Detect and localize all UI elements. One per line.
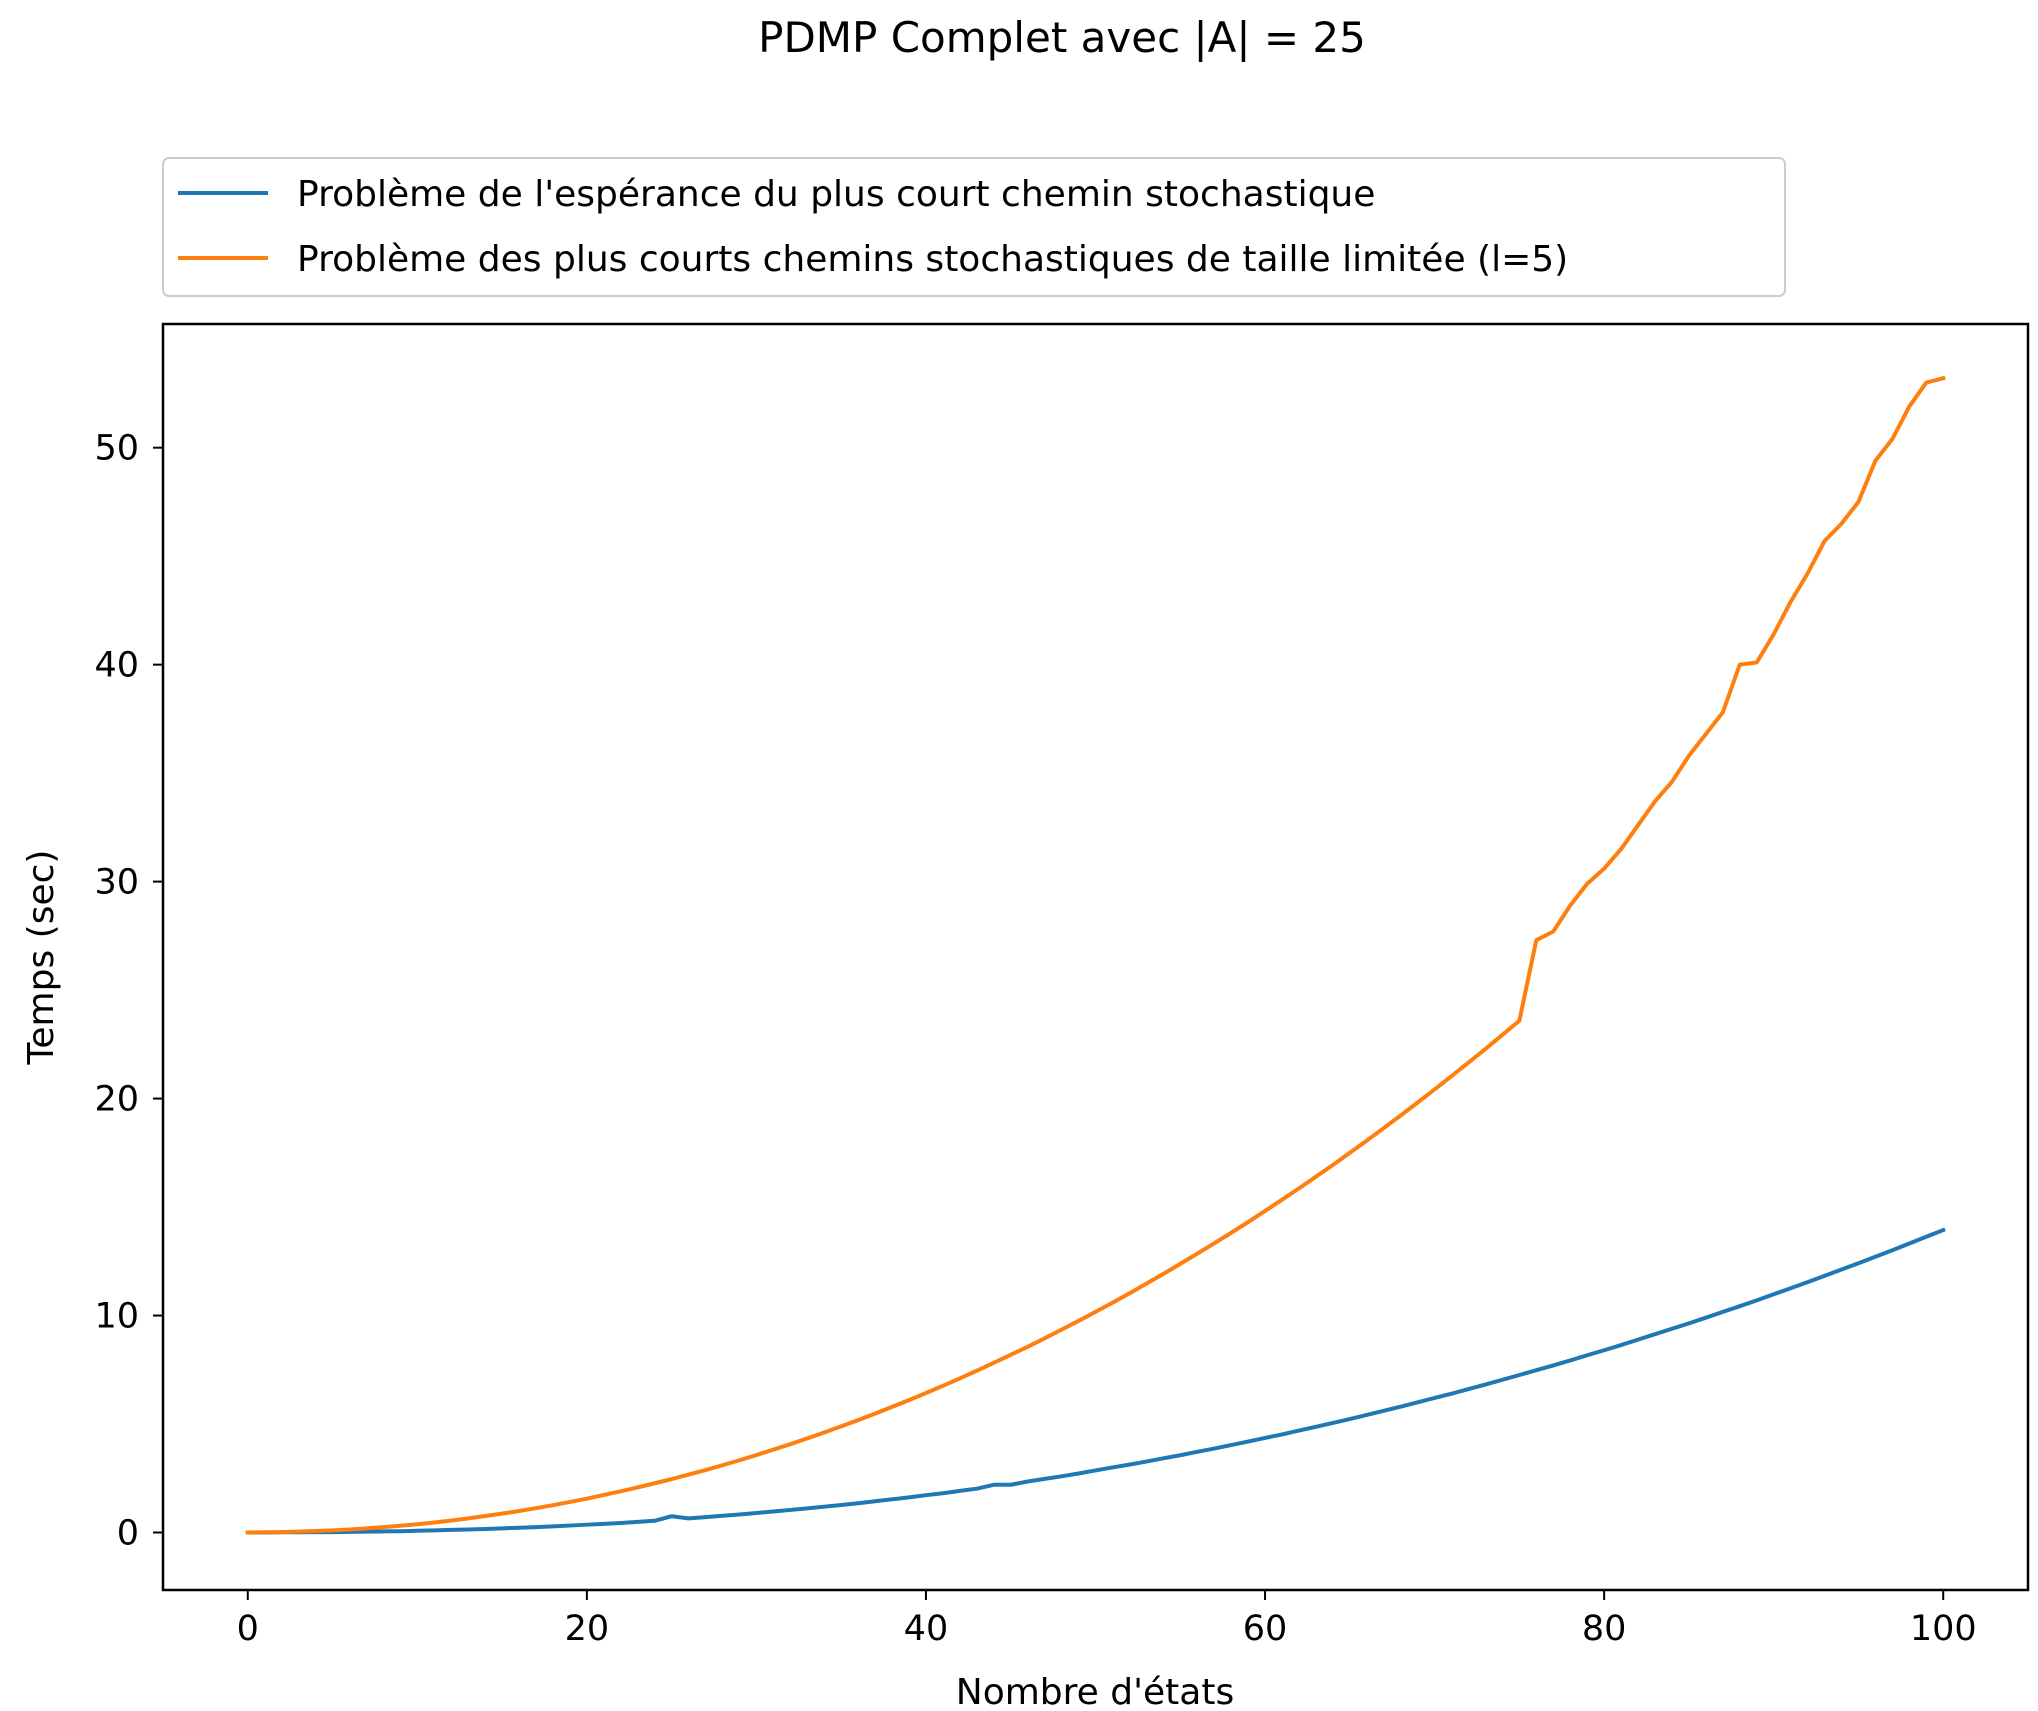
y-tick-label: 40: [94, 646, 139, 686]
x-tick-label: 80: [1582, 1609, 1627, 1649]
x-axis-label: Nombre d'états: [956, 1672, 1234, 1711]
y-tick-label: 20: [94, 1080, 139, 1120]
chart-title: PDMP Complet avec |A| = 25: [758, 13, 1366, 62]
legend-label-series-1: Problème de l'espérance du plus court ch…: [297, 174, 1375, 215]
series-layer: [245, 375, 1946, 1535]
x-tick-label: 100: [1910, 1609, 1977, 1649]
x-tick-label: 60: [1243, 1609, 1288, 1649]
series-line-2: [245, 375, 1946, 1535]
series-line-1: [245, 1227, 1946, 1535]
y-tick-label: 30: [94, 863, 139, 903]
legend-label-series-2: Problème des plus courts chemins stochas…: [297, 239, 1568, 280]
y-axis-label: Temps (sec): [21, 850, 62, 1066]
y-axis: 0 10 20 30 40 50: [94, 429, 163, 1554]
plot-area: [163, 324, 2028, 1590]
y-tick-label: 0: [117, 1514, 139, 1554]
legend-frame: [162, 157, 1786, 297]
y-tick-label: 50: [94, 429, 139, 469]
plot-frame: [161, 322, 2030, 1592]
x-tick-label: 20: [565, 1609, 610, 1649]
x-axis: 0 20 40 60 80 100: [237, 1590, 1977, 1649]
x-tick-label: 40: [904, 1609, 949, 1649]
legend: Problème de l'espérance du plus court ch…: [162, 157, 1786, 297]
x-tick-label: 0: [237, 1609, 259, 1649]
y-tick-label: 10: [94, 1297, 139, 1337]
